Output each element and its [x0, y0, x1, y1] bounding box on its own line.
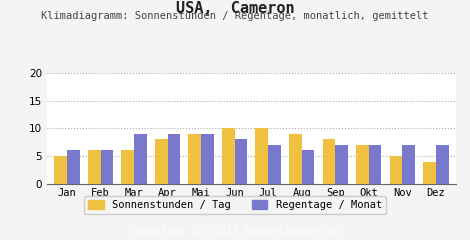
Bar — [168, 134, 180, 184]
Bar — [101, 150, 113, 184]
Bar — [55, 156, 67, 184]
Bar — [155, 139, 168, 184]
Bar — [322, 139, 335, 184]
Bar — [201, 134, 214, 184]
Bar — [302, 150, 314, 184]
Bar — [235, 139, 247, 184]
Bar — [134, 134, 147, 184]
Bar — [67, 150, 80, 184]
Bar — [222, 128, 235, 184]
Bar — [289, 134, 302, 184]
Bar — [88, 150, 101, 184]
Bar — [423, 162, 436, 184]
Bar — [121, 150, 134, 184]
Bar — [335, 145, 348, 184]
Bar — [436, 145, 448, 184]
Bar — [390, 156, 402, 184]
Bar — [356, 145, 369, 184]
Text: Copyright (C) 2011 sonnenlaender.de: Copyright (C) 2011 sonnenlaender.de — [132, 226, 338, 236]
Text: Klimadiagramm: Sonnenstunden / Regentage, monatlich, gemittelt: Klimadiagramm: Sonnenstunden / Regentage… — [41, 11, 429, 21]
Bar — [369, 145, 382, 184]
Bar — [402, 145, 415, 184]
Bar — [256, 128, 268, 184]
Bar — [188, 134, 201, 184]
Legend: Sonnenstunden / Tag, Regentage / Monat: Sonnenstunden / Tag, Regentage / Monat — [84, 196, 386, 214]
Text: USA,  Cameron: USA, Cameron — [176, 1, 294, 16]
Bar — [268, 145, 281, 184]
